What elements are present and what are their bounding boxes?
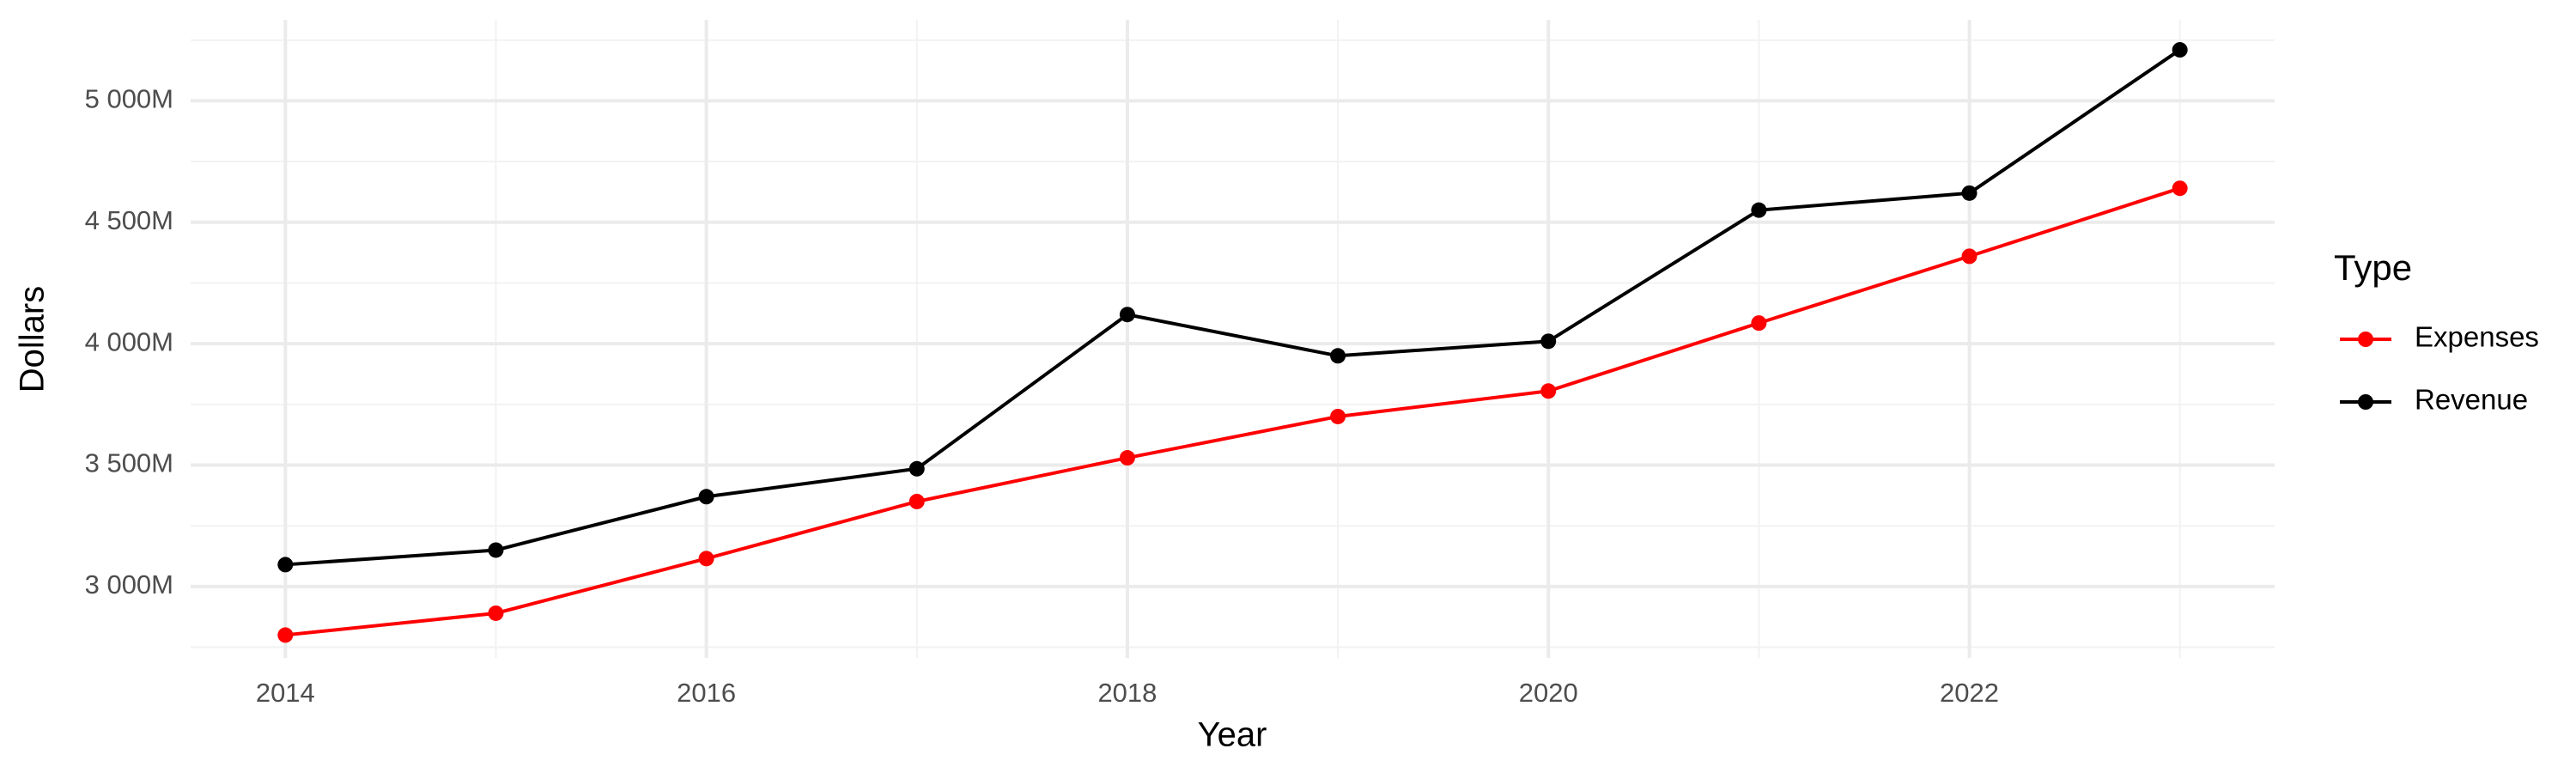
y-tick-label: 3 000M bbox=[85, 569, 173, 600]
x-tick-label: 2020 bbox=[1519, 678, 1578, 708]
point bbox=[1961, 185, 1978, 201]
series-line bbox=[285, 186, 2181, 637]
legend-title: Type bbox=[2334, 247, 2412, 288]
legend-point bbox=[2358, 332, 2373, 347]
point bbox=[698, 551, 714, 567]
point bbox=[1119, 307, 1135, 323]
point bbox=[1540, 333, 1557, 350]
series-line bbox=[285, 48, 2181, 567]
point bbox=[488, 605, 504, 621]
point bbox=[1961, 248, 1978, 265]
legend-point bbox=[2358, 394, 2373, 410]
point bbox=[1330, 408, 1346, 424]
point bbox=[908, 460, 925, 477]
x-tick-label: 2022 bbox=[1940, 678, 1999, 708]
point bbox=[1751, 202, 1767, 218]
y-tick-label: 4 000M bbox=[85, 326, 173, 356]
point bbox=[1119, 450, 1135, 466]
y-tick-label: 5 000M bbox=[85, 84, 173, 114]
point bbox=[1540, 383, 1557, 399]
point bbox=[488, 542, 504, 558]
x-tick-label: 2018 bbox=[1097, 678, 1157, 708]
point bbox=[698, 489, 714, 505]
x-axis-title: Year bbox=[1198, 716, 1267, 754]
legend-label: Expenses bbox=[2415, 321, 2539, 353]
point bbox=[908, 493, 925, 509]
y-tick-label: 4 500M bbox=[85, 205, 173, 235]
y-tick-label: 3 500M bbox=[85, 448, 173, 478]
point bbox=[1330, 348, 1346, 364]
x-tick-label: 2014 bbox=[256, 678, 315, 708]
point bbox=[1751, 315, 1767, 332]
point bbox=[277, 627, 294, 643]
x-tick-label: 2016 bbox=[677, 678, 736, 708]
legend-label: Revenue bbox=[2415, 384, 2528, 416]
point bbox=[2172, 42, 2188, 58]
point bbox=[2172, 180, 2188, 197]
y-axis-title: Dollars bbox=[14, 286, 52, 393]
point bbox=[277, 557, 294, 573]
